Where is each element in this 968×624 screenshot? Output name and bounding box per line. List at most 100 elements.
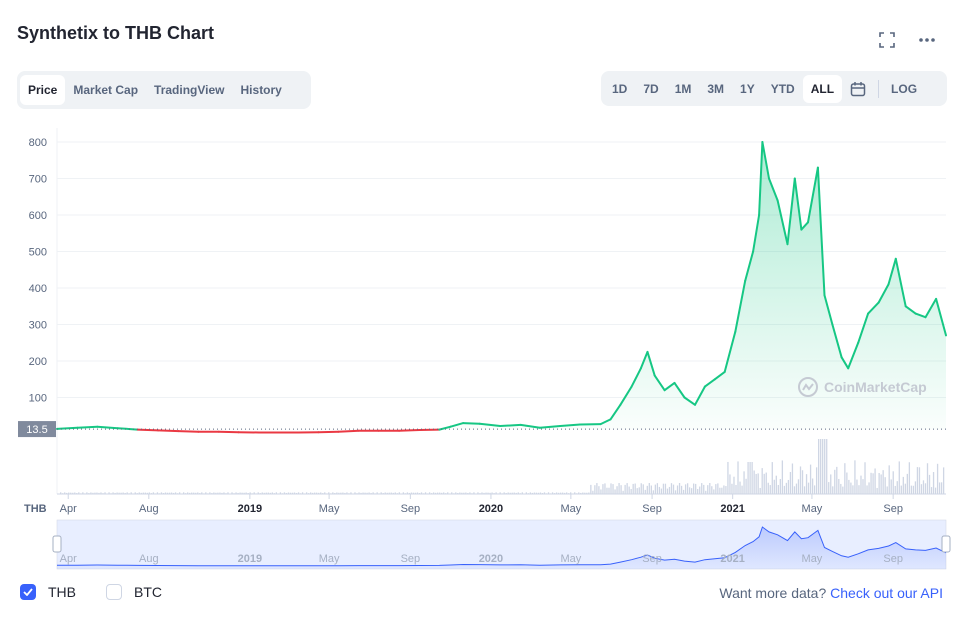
range-7d-button[interactable]: 7D bbox=[643, 81, 659, 96]
volume-bar bbox=[570, 492, 572, 494]
volume-bar bbox=[515, 492, 517, 494]
volume-bar bbox=[604, 483, 606, 494]
volume-bar bbox=[584, 492, 586, 494]
navigator-handle-right[interactable] bbox=[941, 535, 951, 553]
volume-bar bbox=[269, 492, 271, 494]
legend-thb[interactable]: THB bbox=[20, 584, 76, 600]
volume-bar bbox=[408, 492, 411, 494]
volume-bar bbox=[481, 492, 483, 494]
volume-bar bbox=[457, 492, 459, 494]
volume-bar bbox=[441, 492, 443, 494]
range-1m-button[interactable]: 1M bbox=[674, 81, 692, 96]
tab-tradingview[interactable]: TradingView bbox=[154, 83, 225, 97]
volume-bar bbox=[467, 492, 469, 494]
volume-bar bbox=[618, 483, 620, 494]
volume-bar bbox=[533, 492, 536, 494]
volume-bar bbox=[108, 492, 110, 494]
volume-bar bbox=[862, 479, 864, 494]
volume-bar bbox=[219, 492, 221, 494]
btc-checkbox[interactable] bbox=[106, 584, 122, 600]
volume-bar bbox=[72, 492, 74, 494]
volume-bar bbox=[509, 492, 511, 494]
price-line-segment bbox=[857, 312, 870, 344]
volume-bar bbox=[166, 492, 169, 494]
navigator-handle-left[interactable] bbox=[52, 535, 62, 553]
volume-bar bbox=[838, 478, 840, 494]
price-line-segment bbox=[800, 221, 809, 231]
volume-bar bbox=[332, 492, 334, 494]
volume-bar bbox=[305, 492, 308, 494]
volume-bar bbox=[114, 492, 116, 494]
volume-bar bbox=[856, 479, 858, 494]
volume-bar bbox=[828, 482, 830, 494]
volume-bar bbox=[428, 492, 431, 494]
volume-bar bbox=[737, 461, 739, 494]
range-ytd-button[interactable]: YTD bbox=[770, 81, 795, 96]
range-3m-button[interactable]: 3M bbox=[707, 81, 725, 96]
volume-bar bbox=[924, 483, 927, 494]
volume-bar bbox=[809, 464, 812, 494]
range-1y-button[interactable]: 1Y bbox=[740, 81, 755, 96]
tab-history[interactable]: History bbox=[240, 83, 282, 97]
range-all-button[interactable]: ALL bbox=[802, 74, 843, 103]
volume-bar bbox=[638, 487, 640, 494]
volume-bar bbox=[574, 492, 576, 494]
volume-bar bbox=[852, 485, 854, 494]
volume-bar bbox=[364, 492, 366, 494]
volume-bar bbox=[668, 486, 671, 494]
volume-bar bbox=[168, 492, 171, 494]
volume-bar bbox=[620, 485, 622, 494]
volume-bar bbox=[566, 492, 568, 494]
volume-bar bbox=[507, 492, 509, 494]
volume-bar bbox=[380, 492, 382, 494]
price-line-segment bbox=[768, 177, 779, 202]
calendar-icon[interactable] bbox=[842, 75, 874, 103]
volume-bar bbox=[253, 492, 255, 494]
navigator-tick-label: May bbox=[802, 553, 823, 565]
legend-btc[interactable]: BTC bbox=[106, 584, 162, 600]
volume-bar bbox=[755, 473, 757, 494]
price-line-segment bbox=[653, 374, 666, 392]
tab-price[interactable]: Price bbox=[20, 75, 66, 105]
tab-market-cap[interactable]: Market Cap bbox=[73, 83, 139, 97]
volume-bar bbox=[890, 479, 892, 494]
api-link[interactable]: Check out our API bbox=[830, 585, 943, 601]
volume-bar bbox=[719, 487, 721, 494]
price-line-segment bbox=[519, 423, 541, 429]
volume-bar bbox=[338, 492, 340, 494]
fullscreen-icon[interactable] bbox=[877, 30, 897, 50]
more-options-icon[interactable] bbox=[917, 30, 937, 50]
volume-bar bbox=[384, 492, 386, 494]
y-tick-label: 100 bbox=[29, 393, 47, 405]
thb-checkbox[interactable] bbox=[20, 584, 36, 600]
volume-bar bbox=[640, 483, 642, 494]
volume-bar bbox=[74, 492, 76, 494]
volume-bar bbox=[672, 484, 675, 494]
volume-bar bbox=[870, 472, 872, 494]
x-tick-label: May bbox=[319, 503, 340, 515]
log-scale-button[interactable]: LOG bbox=[891, 81, 918, 96]
price-line-segment bbox=[761, 141, 770, 180]
range-1d-button[interactable]: 1D bbox=[612, 81, 628, 96]
price-line-segment bbox=[619, 385, 633, 406]
volume-bar bbox=[555, 492, 558, 494]
volume-bar bbox=[767, 482, 769, 494]
volume-bar bbox=[178, 492, 181, 494]
price-chart[interactable]: 100 200 300 400 500 600 700 800 13.5 THB Apr Aug 201… bbox=[0, 118, 968, 578]
volume-bar bbox=[908, 462, 911, 494]
volume-bar bbox=[616, 486, 618, 494]
volume-bar bbox=[600, 489, 602, 494]
volume-bar bbox=[406, 492, 409, 494]
volume-bar bbox=[267, 492, 269, 494]
price-line-segment bbox=[683, 396, 696, 406]
volume-bar bbox=[678, 483, 681, 494]
volume-bar bbox=[660, 488, 663, 494]
volume-bar bbox=[320, 492, 322, 494]
volume-bar bbox=[670, 483, 673, 494]
x-tick-label: May bbox=[802, 503, 823, 515]
volume-bar bbox=[690, 488, 693, 494]
volume-bar bbox=[182, 492, 185, 494]
volume-bar bbox=[761, 468, 763, 494]
price-line-segment bbox=[56, 426, 79, 430]
volume-bar bbox=[92, 492, 94, 494]
